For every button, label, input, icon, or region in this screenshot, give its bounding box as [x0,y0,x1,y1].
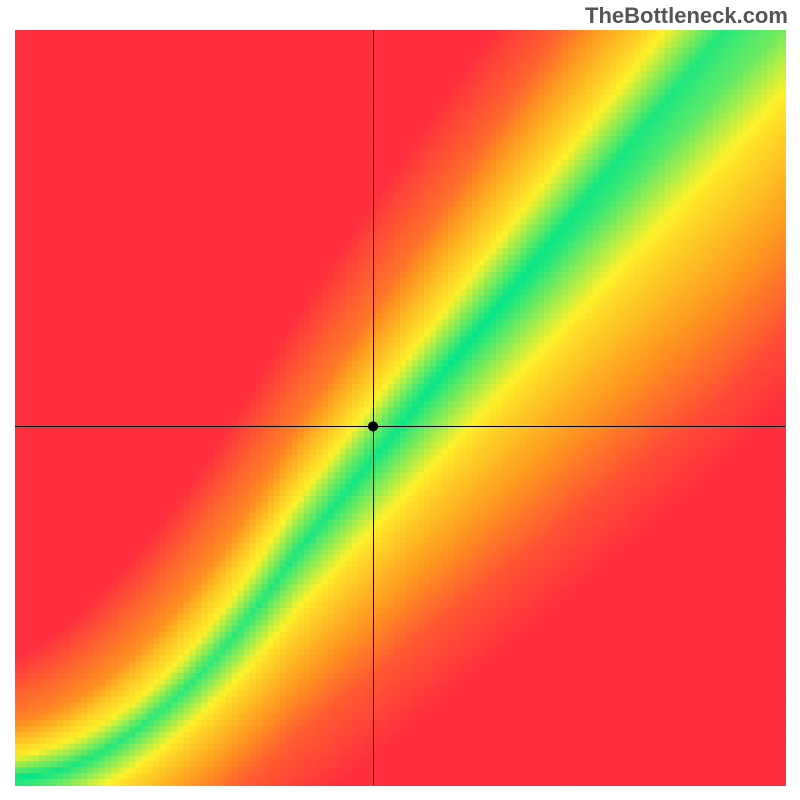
chart-container: TheBottleneck.com [0,0,800,800]
watermark-text: TheBottleneck.com [585,3,788,29]
bottleneck-heatmap [0,0,800,800]
